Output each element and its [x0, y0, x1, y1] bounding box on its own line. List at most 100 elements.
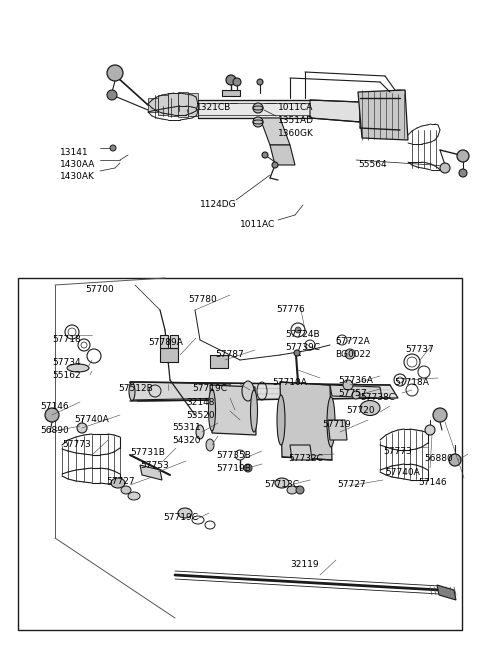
Circle shape: [253, 117, 263, 127]
Polygon shape: [188, 93, 198, 116]
Circle shape: [77, 423, 87, 433]
Text: 57757: 57757: [338, 389, 367, 398]
Circle shape: [45, 408, 59, 422]
Text: 57772A: 57772A: [335, 337, 370, 346]
Circle shape: [425, 425, 435, 435]
Ellipse shape: [121, 486, 131, 494]
Text: 57732C: 57732C: [288, 454, 323, 463]
Circle shape: [257, 79, 263, 85]
Text: 57737: 57737: [405, 345, 434, 354]
Ellipse shape: [178, 508, 192, 518]
Ellipse shape: [196, 425, 204, 439]
Text: 57719: 57719: [322, 420, 351, 429]
Text: 55162: 55162: [52, 371, 81, 380]
Text: 57740A: 57740A: [385, 468, 420, 477]
Ellipse shape: [360, 401, 380, 415]
Text: 57512B: 57512B: [118, 384, 153, 393]
Text: 1011AC: 1011AC: [240, 220, 275, 229]
Text: 57718A: 57718A: [394, 378, 429, 387]
Polygon shape: [358, 90, 408, 140]
Ellipse shape: [208, 389, 216, 431]
Polygon shape: [437, 585, 456, 600]
Text: 57727: 57727: [337, 480, 366, 489]
Polygon shape: [158, 95, 168, 115]
Circle shape: [294, 350, 300, 356]
Text: 57719C: 57719C: [163, 513, 198, 522]
Circle shape: [107, 90, 117, 100]
Ellipse shape: [277, 395, 285, 445]
Text: 57719B: 57719B: [216, 464, 251, 473]
Ellipse shape: [251, 390, 257, 432]
Text: BG0022: BG0022: [335, 350, 371, 359]
Text: 32119: 32119: [290, 560, 319, 569]
Text: 1360GK: 1360GK: [278, 129, 314, 138]
Circle shape: [110, 145, 116, 151]
Circle shape: [433, 408, 447, 422]
Text: 55564: 55564: [358, 160, 386, 169]
Polygon shape: [160, 335, 168, 348]
Ellipse shape: [287, 486, 297, 494]
Polygon shape: [270, 145, 295, 165]
Circle shape: [345, 349, 355, 359]
Polygon shape: [360, 98, 400, 130]
Ellipse shape: [327, 397, 335, 447]
Circle shape: [343, 380, 353, 390]
Circle shape: [107, 65, 123, 81]
Text: 57735B: 57735B: [216, 451, 251, 460]
Text: 57724B: 57724B: [285, 330, 320, 339]
Polygon shape: [210, 355, 228, 368]
Text: 57773: 57773: [62, 440, 91, 449]
Text: 57146: 57146: [418, 478, 446, 487]
Polygon shape: [170, 335, 178, 348]
Text: 57773: 57773: [383, 447, 412, 456]
Text: 57146: 57146: [40, 402, 69, 411]
Polygon shape: [140, 465, 162, 480]
Circle shape: [352, 391, 360, 399]
Text: 57789A: 57789A: [148, 338, 183, 347]
Polygon shape: [360, 90, 405, 103]
Polygon shape: [280, 382, 332, 460]
Circle shape: [233, 78, 241, 86]
Text: 57720: 57720: [346, 406, 374, 415]
Text: 57740A: 57740A: [74, 415, 109, 424]
Text: 57776: 57776: [276, 305, 305, 314]
Text: 57718: 57718: [52, 335, 81, 344]
Ellipse shape: [129, 382, 135, 401]
Circle shape: [253, 103, 263, 113]
Polygon shape: [160, 348, 178, 362]
Text: 57734: 57734: [52, 358, 81, 367]
Text: 13141: 13141: [60, 148, 89, 157]
Ellipse shape: [67, 364, 89, 372]
Text: 1011CA: 1011CA: [278, 103, 313, 112]
Polygon shape: [330, 385, 382, 398]
Text: 57713C: 57713C: [264, 480, 299, 489]
Text: 32148: 32148: [186, 398, 215, 407]
Text: 57780: 57780: [188, 295, 217, 304]
Text: 56880: 56880: [424, 454, 453, 463]
Circle shape: [457, 150, 469, 162]
Circle shape: [440, 163, 450, 173]
Bar: [18, 278, 462, 630]
Ellipse shape: [275, 478, 289, 488]
Polygon shape: [168, 93, 178, 116]
Circle shape: [272, 162, 278, 168]
Polygon shape: [290, 445, 312, 460]
Polygon shape: [310, 100, 360, 122]
Polygon shape: [148, 98, 158, 112]
Text: 57753: 57753: [140, 461, 169, 470]
Text: 57738C: 57738C: [360, 393, 395, 402]
Polygon shape: [130, 382, 398, 401]
Text: 57731B: 57731B: [130, 448, 165, 457]
Polygon shape: [178, 92, 188, 117]
Circle shape: [262, 152, 268, 158]
Text: 57736A: 57736A: [338, 376, 373, 385]
Text: 57719C: 57719C: [192, 384, 227, 393]
Ellipse shape: [111, 478, 125, 488]
Polygon shape: [328, 420, 347, 440]
Text: 53520: 53520: [186, 411, 215, 420]
Circle shape: [296, 486, 304, 494]
Polygon shape: [260, 118, 290, 145]
Ellipse shape: [128, 492, 140, 500]
Polygon shape: [130, 382, 232, 400]
Circle shape: [226, 75, 236, 85]
